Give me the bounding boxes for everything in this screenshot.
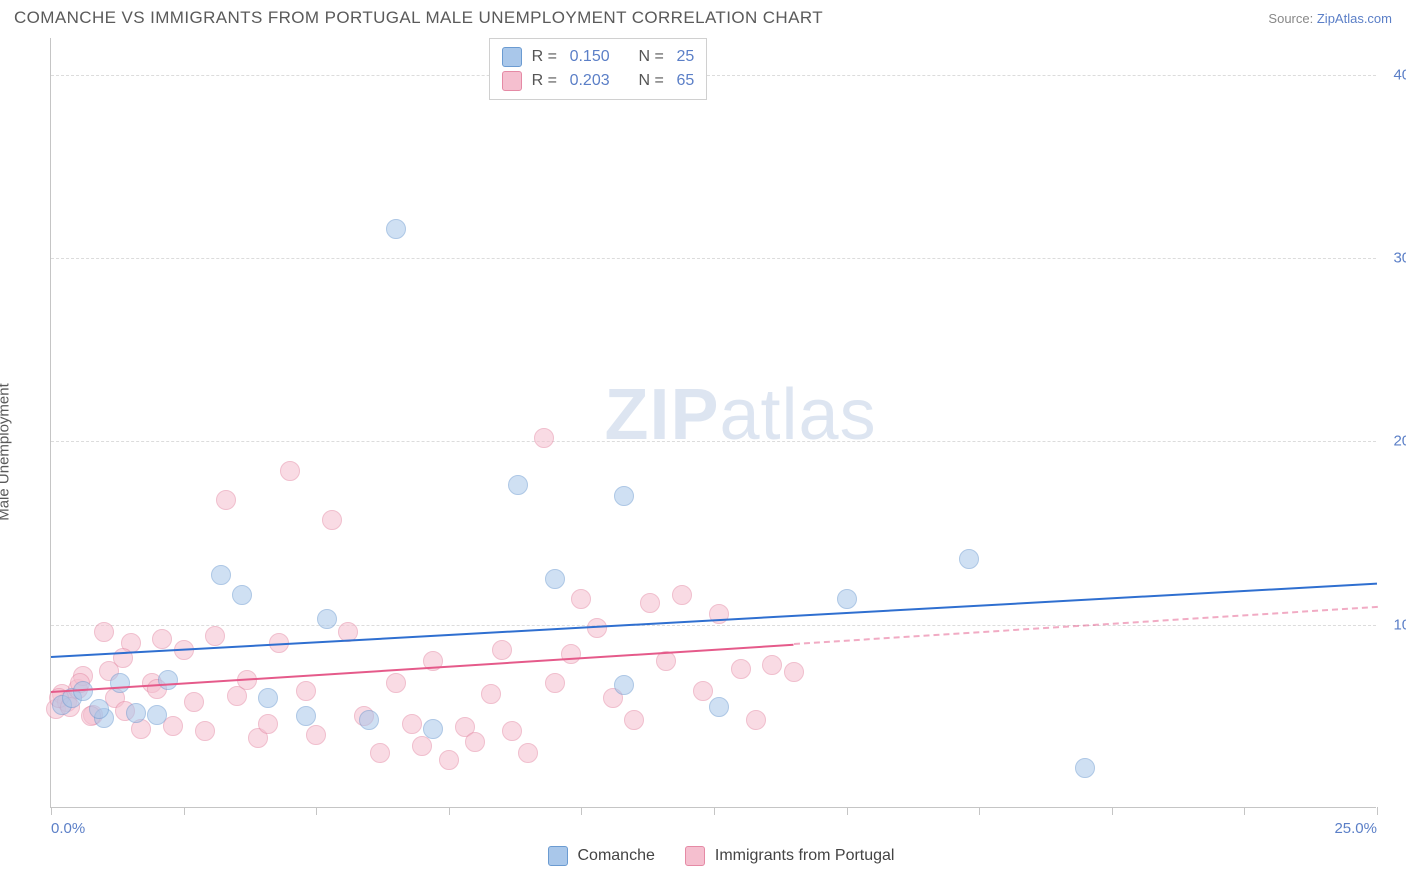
scatter-point: [126, 703, 146, 723]
legend-swatch: [685, 846, 705, 866]
scatter-point: [110, 673, 130, 693]
legend-stats-row: R = 0.150 N = 25: [502, 45, 695, 69]
scatter-point: [184, 692, 204, 712]
scatter-point: [762, 655, 782, 675]
y-tick-label: 20.0%: [1393, 433, 1406, 450]
scatter-point: [306, 725, 326, 745]
legend-label: Comanche: [578, 847, 655, 865]
gridline-h: [51, 258, 1376, 259]
scatter-point: [322, 510, 342, 530]
x-tick: [1112, 807, 1113, 815]
gridline-h: [51, 75, 1376, 76]
scatter-point: [439, 750, 459, 770]
scatter-point: [152, 629, 172, 649]
scatter-point: [518, 743, 538, 763]
scatter-point: [784, 662, 804, 682]
scatter-point: [258, 714, 278, 734]
scatter-point: [837, 589, 857, 609]
scatter-point: [402, 714, 422, 734]
scatter-point: [656, 651, 676, 671]
scatter-point: [195, 721, 215, 741]
scatter-point: [693, 681, 713, 701]
legend-item: Immigrants from Portugal: [685, 846, 895, 866]
scatter-point: [386, 673, 406, 693]
x-tick-label: 0.0%: [51, 820, 85, 837]
x-tick-label: 25.0%: [1334, 820, 1377, 837]
chart-title: COMANCHE VS IMMIGRANTS FROM PORTUGAL MAL…: [14, 8, 823, 28]
x-tick: [184, 807, 185, 815]
gridline-h: [51, 441, 1376, 442]
scatter-point: [258, 688, 278, 708]
scatter-point: [216, 490, 236, 510]
legend-item: Comanche: [548, 846, 655, 866]
scatter-point: [640, 593, 660, 613]
legend-stats: R = 0.150 N = 25R = 0.203 N = 65: [489, 38, 708, 100]
scatter-point: [359, 710, 379, 730]
scatter-point: [94, 622, 114, 642]
scatter-point: [296, 706, 316, 726]
scatter-point: [502, 721, 522, 741]
scatter-point: [614, 675, 634, 695]
scatter-point: [465, 732, 485, 752]
scatter-point: [561, 644, 581, 664]
source-attribution: Source: ZipAtlas.com: [1268, 11, 1392, 26]
legend-label: Immigrants from Portugal: [715, 847, 895, 865]
scatter-point: [232, 585, 252, 605]
legend-swatch: [502, 47, 522, 67]
scatter-point: [89, 699, 109, 719]
legend-stats-row: R = 0.203 N = 65: [502, 69, 695, 93]
scatter-point: [296, 681, 316, 701]
scatter-point: [571, 589, 591, 609]
legend-swatch: [502, 71, 522, 91]
scatter-point: [746, 710, 766, 730]
scatter-point: [672, 585, 692, 605]
y-tick-label: 10.0%: [1393, 616, 1406, 633]
x-tick: [316, 807, 317, 815]
scatter-point: [205, 626, 225, 646]
scatter-point: [147, 705, 167, 725]
scatter-point: [709, 697, 729, 717]
x-tick: [51, 807, 52, 815]
x-tick: [449, 807, 450, 815]
legend-swatch: [548, 846, 568, 866]
scatter-point: [1075, 758, 1095, 778]
scatter-point: [211, 565, 231, 585]
scatter-point: [545, 673, 565, 693]
scatter-point: [614, 486, 634, 506]
x-tick: [1244, 807, 1245, 815]
x-tick: [714, 807, 715, 815]
scatter-point: [508, 475, 528, 495]
scatter-point: [492, 640, 512, 660]
scatter-point: [158, 670, 178, 690]
y-axis-label: Male Unemployment: [0, 383, 13, 521]
x-tick: [581, 807, 582, 815]
scatter-point: [386, 219, 406, 239]
scatter-point: [534, 428, 554, 448]
x-tick: [1377, 807, 1378, 815]
legend-bottom: Comanche Immigrants from Portugal: [50, 846, 1392, 866]
scatter-point: [423, 719, 443, 739]
scatter-point: [731, 659, 751, 679]
scatter-point: [280, 461, 300, 481]
scatter-point: [370, 743, 390, 763]
scatter-point: [587, 618, 607, 638]
x-tick: [847, 807, 848, 815]
trend-line-dashed: [793, 606, 1377, 645]
scatter-point: [624, 710, 644, 730]
y-tick-label: 30.0%: [1393, 250, 1406, 267]
scatter-point: [481, 684, 501, 704]
x-tick: [979, 807, 980, 815]
watermark: ZIPatlas: [604, 374, 876, 456]
gridline-h: [51, 625, 1376, 626]
scatter-point: [317, 609, 337, 629]
plot-area: 10.0%20.0%30.0%40.0%0.0%25.0%ZIPatlasR =…: [50, 38, 1376, 808]
scatter-point: [959, 549, 979, 569]
chart-container: Male Unemployment 10.0%20.0%30.0%40.0%0.…: [14, 38, 1392, 866]
y-tick-label: 40.0%: [1393, 66, 1406, 83]
scatter-point: [545, 569, 565, 589]
source-link[interactable]: ZipAtlas.com: [1317, 11, 1392, 26]
